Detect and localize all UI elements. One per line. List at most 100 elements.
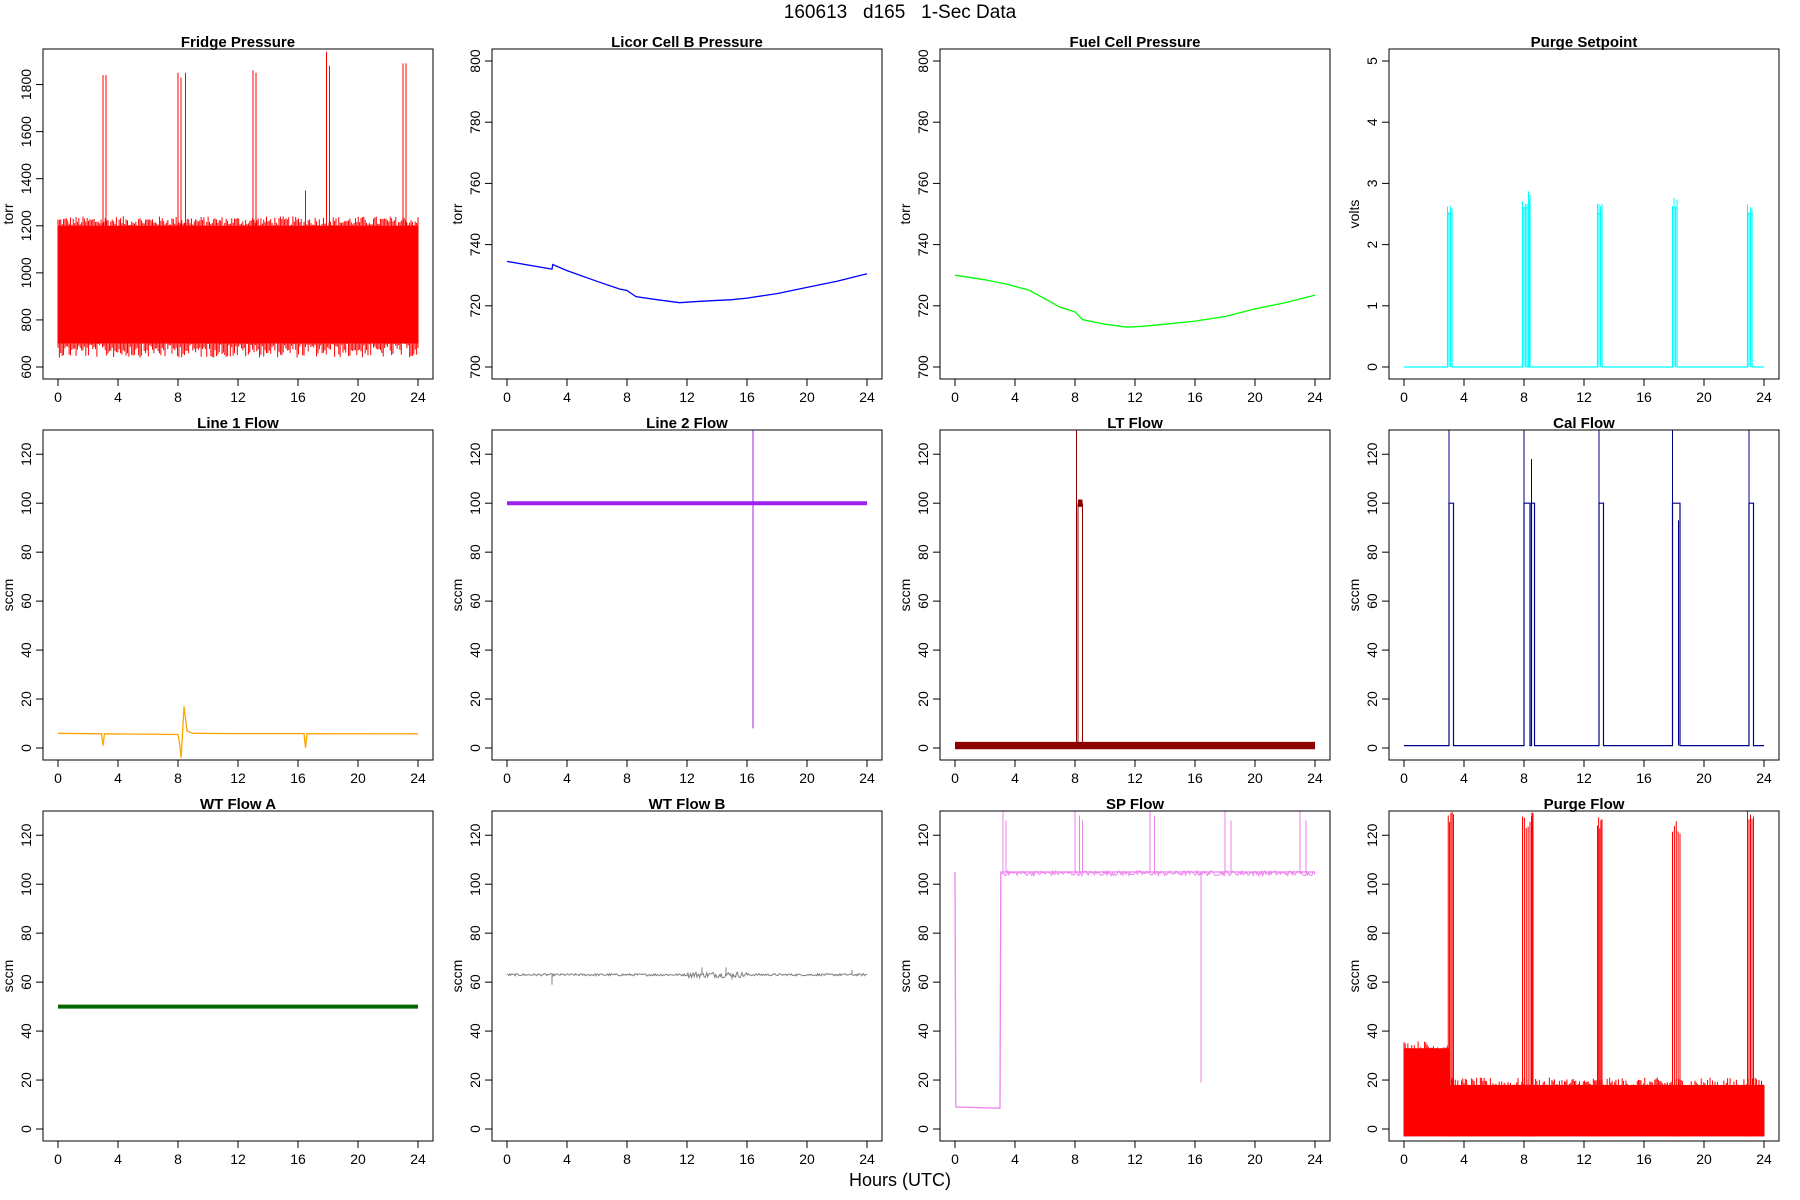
x-tick-label: 12 bbox=[679, 770, 695, 786]
series-line bbox=[954, 871, 1315, 1109]
panel-title: Fuel Cell Pressure bbox=[1070, 34, 1201, 51]
y-tick-label: 60 bbox=[915, 593, 931, 609]
x-tick-label: 16 bbox=[290, 389, 306, 405]
y-tick-label: 800 bbox=[467, 49, 483, 73]
y-tick-label: 100 bbox=[467, 872, 483, 896]
x-tick-label: 8 bbox=[1071, 389, 1079, 405]
x-tick-label: 16 bbox=[1636, 770, 1652, 786]
y-axis-label: sccm bbox=[897, 579, 913, 612]
y-axis-label: sccm bbox=[1346, 579, 1362, 612]
x-tick-label: 20 bbox=[799, 770, 815, 786]
x-tick-label: 20 bbox=[799, 389, 815, 405]
y-tick-label: 60 bbox=[18, 593, 34, 609]
y-tick-label: 20 bbox=[467, 691, 483, 707]
x-tick-label: 8 bbox=[1520, 389, 1528, 405]
y-tick-label: 20 bbox=[1364, 691, 1380, 707]
y-tick-label: 120 bbox=[18, 442, 34, 466]
y-tick-label: 80 bbox=[1364, 925, 1380, 941]
y-tick-label: 780 bbox=[915, 110, 931, 134]
x-tick-label: 8 bbox=[1071, 1151, 1079, 1167]
y-tick-label: 60 bbox=[915, 974, 931, 990]
y-tick-label: 740 bbox=[467, 233, 483, 257]
x-tick-label: 16 bbox=[1636, 389, 1652, 405]
x-tick-label: 12 bbox=[230, 770, 246, 786]
series-area bbox=[507, 430, 867, 729]
x-tick-label: 24 bbox=[1756, 389, 1772, 405]
x-tick-label: 8 bbox=[1520, 770, 1528, 786]
y-tick-label: 700 bbox=[467, 355, 483, 379]
y-tick-label: 1600 bbox=[18, 116, 34, 147]
y-tick-label: 1200 bbox=[18, 210, 34, 241]
x-tick-label: 0 bbox=[54, 770, 62, 786]
y-tick-label: 0 bbox=[18, 1125, 34, 1133]
y-tick-label: 60 bbox=[467, 974, 483, 990]
x-tick-label: 24 bbox=[1307, 389, 1323, 405]
x-tick-label: 8 bbox=[174, 389, 182, 405]
x-tick-label: 24 bbox=[1756, 1151, 1772, 1167]
panel-purge-flow: Purge Flow 0 4 8 12 16 20 24 0 20 40 60 80 100 120 sccm bbox=[1346, 796, 1780, 1167]
x-tick-label: 4 bbox=[1460, 770, 1468, 786]
series-area bbox=[1403, 811, 1765, 1137]
noisy-series-line bbox=[1001, 869, 1316, 878]
y-tick-label: 120 bbox=[467, 442, 483, 466]
x-tick-label: 4 bbox=[1011, 770, 1019, 786]
y-tick-label: 0 bbox=[467, 744, 483, 752]
y-tick-label: 20 bbox=[18, 691, 34, 707]
x-tick-label: 16 bbox=[739, 389, 755, 405]
panel-fuel-cell-pressure: Fuel Cell Pressure 0 4 8 12 16 20 24 700 720 740 76… bbox=[897, 34, 1331, 405]
x-tick-label: 16 bbox=[1187, 1151, 1203, 1167]
y-tick-label: 80 bbox=[915, 544, 931, 560]
x-tick-label: 0 bbox=[951, 1151, 959, 1167]
y-tick-label: 40 bbox=[18, 642, 34, 658]
series-area bbox=[954, 811, 1316, 1109]
x-tick-label: 16 bbox=[1187, 389, 1203, 405]
x-tick-label: 16 bbox=[1636, 1151, 1652, 1167]
y-tick-label: 80 bbox=[467, 925, 483, 941]
y-tick-label: 60 bbox=[1364, 974, 1380, 990]
y-tick-label: 20 bbox=[915, 1072, 931, 1088]
x-tick-label: 12 bbox=[230, 1151, 246, 1167]
x-tick-label: 4 bbox=[114, 1151, 122, 1167]
x-tick-label: 0 bbox=[1400, 389, 1408, 405]
figure-title: 160613 d165 1-Sec Data bbox=[783, 2, 1017, 23]
panel-title: WT Flow A bbox=[200, 796, 276, 813]
plot-frame bbox=[939, 429, 1331, 761]
x-tick-label: 24 bbox=[1307, 770, 1323, 786]
y-tick-label: 20 bbox=[915, 691, 931, 707]
x-tick-label: 20 bbox=[1247, 1151, 1263, 1167]
y-tick-label: 40 bbox=[1364, 1023, 1380, 1039]
x-tick-label: 8 bbox=[174, 1151, 182, 1167]
y-axis-label: sccm bbox=[0, 579, 16, 612]
x-tick-label: 8 bbox=[1520, 1151, 1528, 1167]
x-tick-label: 24 bbox=[1307, 1151, 1323, 1167]
y-tick-label: 120 bbox=[915, 442, 931, 466]
y-tick-label: 0 bbox=[915, 744, 931, 752]
y-tick-label: 720 bbox=[915, 294, 931, 318]
x-tick-label: 0 bbox=[951, 770, 959, 786]
x-tick-label: 16 bbox=[290, 1151, 306, 1167]
y-tick-label: 40 bbox=[915, 1023, 931, 1039]
y-tick-label: 3 bbox=[1364, 179, 1380, 187]
y-tick-label: 800 bbox=[915, 49, 931, 73]
x-tick-label: 12 bbox=[1576, 389, 1592, 405]
y-tick-label: 80 bbox=[1364, 544, 1380, 560]
y-tick-label: 60 bbox=[467, 593, 483, 609]
y-axis-label: sccm bbox=[449, 960, 465, 993]
x-tick-label: 24 bbox=[410, 1151, 426, 1167]
y-tick-label: 120 bbox=[1364, 442, 1380, 466]
x-tick-label: 12 bbox=[1576, 770, 1592, 786]
y-tick-label: 780 bbox=[467, 110, 483, 134]
y-tick-label: 1 bbox=[1364, 302, 1380, 310]
x-tick-label: 20 bbox=[350, 770, 366, 786]
plot-frame bbox=[491, 48, 883, 380]
x-tick-label: 4 bbox=[563, 389, 571, 405]
x-tick-label: 20 bbox=[350, 1151, 366, 1167]
x-axis-label: Hours (UTC) bbox=[849, 1170, 951, 1190]
y-tick-label: 0 bbox=[1364, 363, 1380, 371]
y-tick-label: 120 bbox=[467, 823, 483, 847]
x-tick-label: 20 bbox=[799, 1151, 815, 1167]
y-tick-label: 0 bbox=[18, 744, 34, 752]
x-tick-label: 0 bbox=[503, 770, 511, 786]
x-tick-label: 0 bbox=[503, 389, 511, 405]
